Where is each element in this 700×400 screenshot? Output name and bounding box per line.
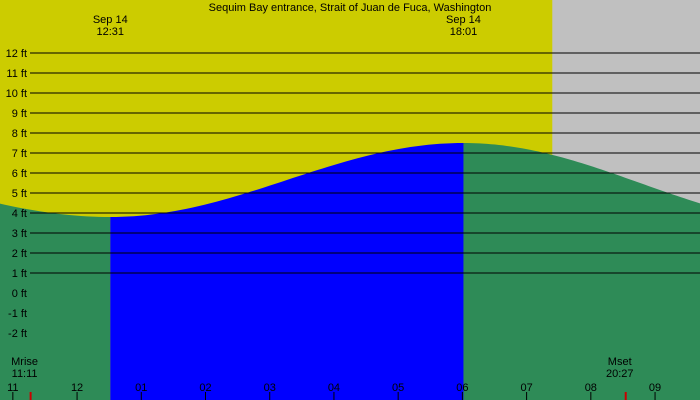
- y-tick-label: 10 ft: [6, 88, 27, 100]
- y-tick-label: 11 ft: [6, 68, 27, 80]
- x-tick-label: 11: [7, 382, 18, 394]
- y-tick-label: 2 ft: [12, 248, 27, 260]
- moon-event-time: 11:11: [12, 368, 38, 380]
- y-tick-label: -2 ft: [8, 328, 27, 340]
- rising-tide-area: [110, 143, 464, 400]
- x-tick-label: 01: [135, 382, 147, 394]
- gridlines: [30, 52, 700, 274]
- y-tick-label: 0 ft: [12, 288, 27, 300]
- x-tick-label: 07: [520, 382, 532, 394]
- extreme-time-label: 18:01: [450, 26, 478, 38]
- x-tick-label: 09: [649, 382, 661, 394]
- y-tick-label: 3 ft: [12, 228, 27, 240]
- chart-title: Sequim Bay entrance, Strait of Juan de F…: [209, 2, 492, 14]
- x-tick-label: 05: [392, 382, 404, 394]
- x-tick-label: 02: [199, 382, 211, 394]
- x-tick-label: 08: [585, 382, 597, 394]
- y-tick-labels: 12 ft 11 ft 10 ft 9 ft 8 ft 7 ft 6 ft 5 ft 4 ft 3…: [6, 48, 27, 340]
- moon-event-time: 20:27: [606, 368, 634, 380]
- x-tick-label: 04: [328, 382, 340, 394]
- y-tick-label: 8 ft: [12, 128, 27, 140]
- x-ticks: 1112010203040506070809101112010203040506…: [7, 382, 661, 400]
- x-tick-label: 12: [71, 382, 83, 394]
- extreme-time-label: 12:31: [97, 26, 125, 38]
- moon-event-label: Mset: [608, 356, 632, 368]
- y-tick-label: 7 ft: [12, 148, 27, 160]
- y-tick-label: 9 ft: [12, 108, 27, 120]
- moon-event-label: Mrise: [11, 356, 38, 368]
- x-tick-label: 03: [264, 382, 276, 394]
- extreme-date-label: Sep 14: [93, 14, 128, 26]
- tide-areas: [0, 143, 700, 400]
- y-tick-label: -1 ft: [8, 308, 27, 320]
- x-tick-label: 06: [456, 382, 468, 394]
- extreme-date-label: Sep 14: [446, 14, 481, 26]
- y-tick-label: 5 ft: [12, 188, 27, 200]
- falling-tide-area: [463, 143, 700, 400]
- y-tick-label: 6 ft: [12, 168, 27, 180]
- y-tick-label: 4 ft: [12, 208, 27, 220]
- y-tick-label: 12 ft: [6, 48, 27, 60]
- y-tick-label: 1 ft: [12, 268, 27, 280]
